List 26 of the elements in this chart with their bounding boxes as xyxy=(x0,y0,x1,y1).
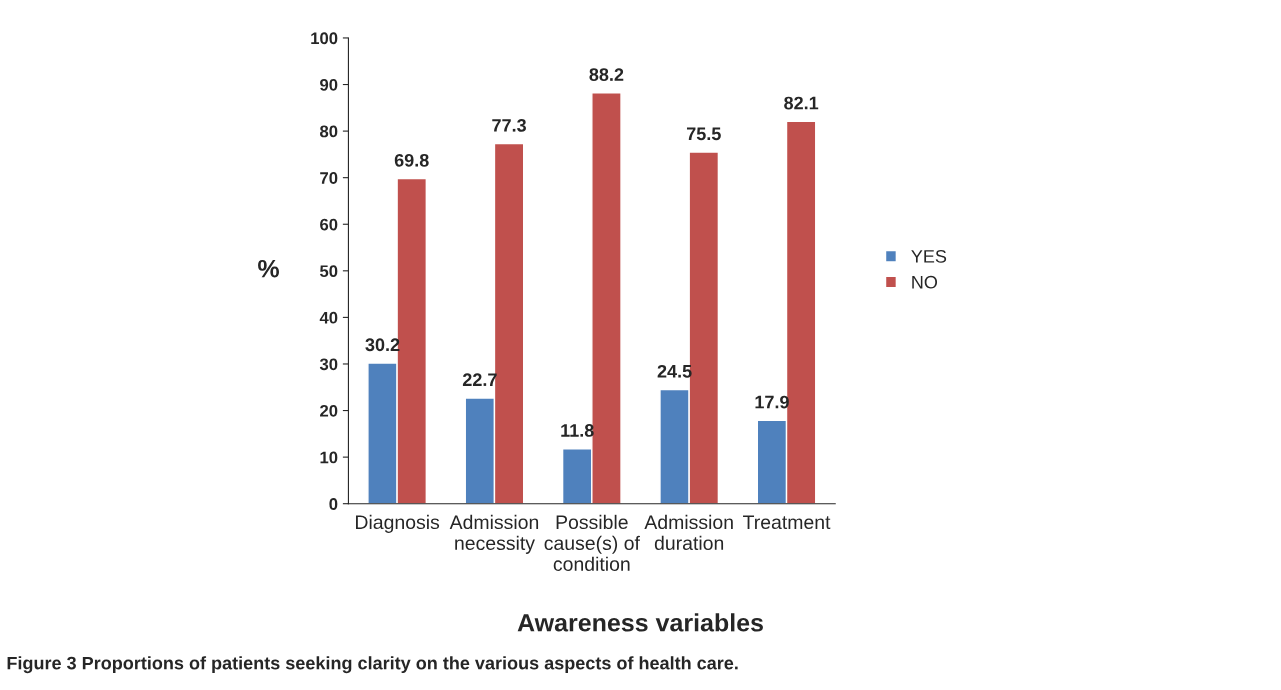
y-tick-label: 60 xyxy=(320,218,338,231)
y-axis-title: % xyxy=(258,259,279,278)
caption: Figure 3 Proportions of patients seeking clarity on the various aspects of health care. xyxy=(7,656,738,674)
y-tick-label: 90 xyxy=(320,78,338,91)
y-tick-label: 80 xyxy=(320,125,338,138)
y-tick-label: 10 xyxy=(320,451,338,464)
data-label: 69.8 xyxy=(394,153,429,167)
legend-label: YES xyxy=(911,249,947,263)
legend-label: NO xyxy=(912,275,938,289)
x-tick-label: Admission necessity xyxy=(449,514,539,554)
data-label: 88.2 xyxy=(589,68,624,82)
x-axis-title: Awareness variables xyxy=(517,613,763,632)
y-tick-label: 0 xyxy=(329,498,338,510)
x-tick-label: Admission duration xyxy=(644,514,733,551)
y-tick-label: 40 xyxy=(319,311,338,324)
x-tick-label: Diagnosis xyxy=(356,514,440,533)
y-tick-label: 30 xyxy=(319,358,338,371)
data-label: 77.3 xyxy=(492,118,526,132)
data-label: 75.5 xyxy=(686,127,721,141)
y-tick-label: 100 xyxy=(311,32,338,45)
y-tick-label: 70 xyxy=(320,172,338,184)
data-label: 82.1 xyxy=(784,96,819,110)
x-tick-label: Possible cause(s) of condition xyxy=(544,514,640,571)
y-tick-label: 20 xyxy=(320,404,338,417)
x-tick-label: Treatment xyxy=(743,515,831,530)
y-tick-label: 50 xyxy=(319,265,338,278)
